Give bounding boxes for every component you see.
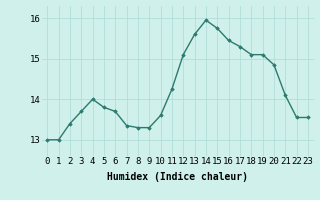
X-axis label: Humidex (Indice chaleur): Humidex (Indice chaleur) [107, 172, 248, 182]
